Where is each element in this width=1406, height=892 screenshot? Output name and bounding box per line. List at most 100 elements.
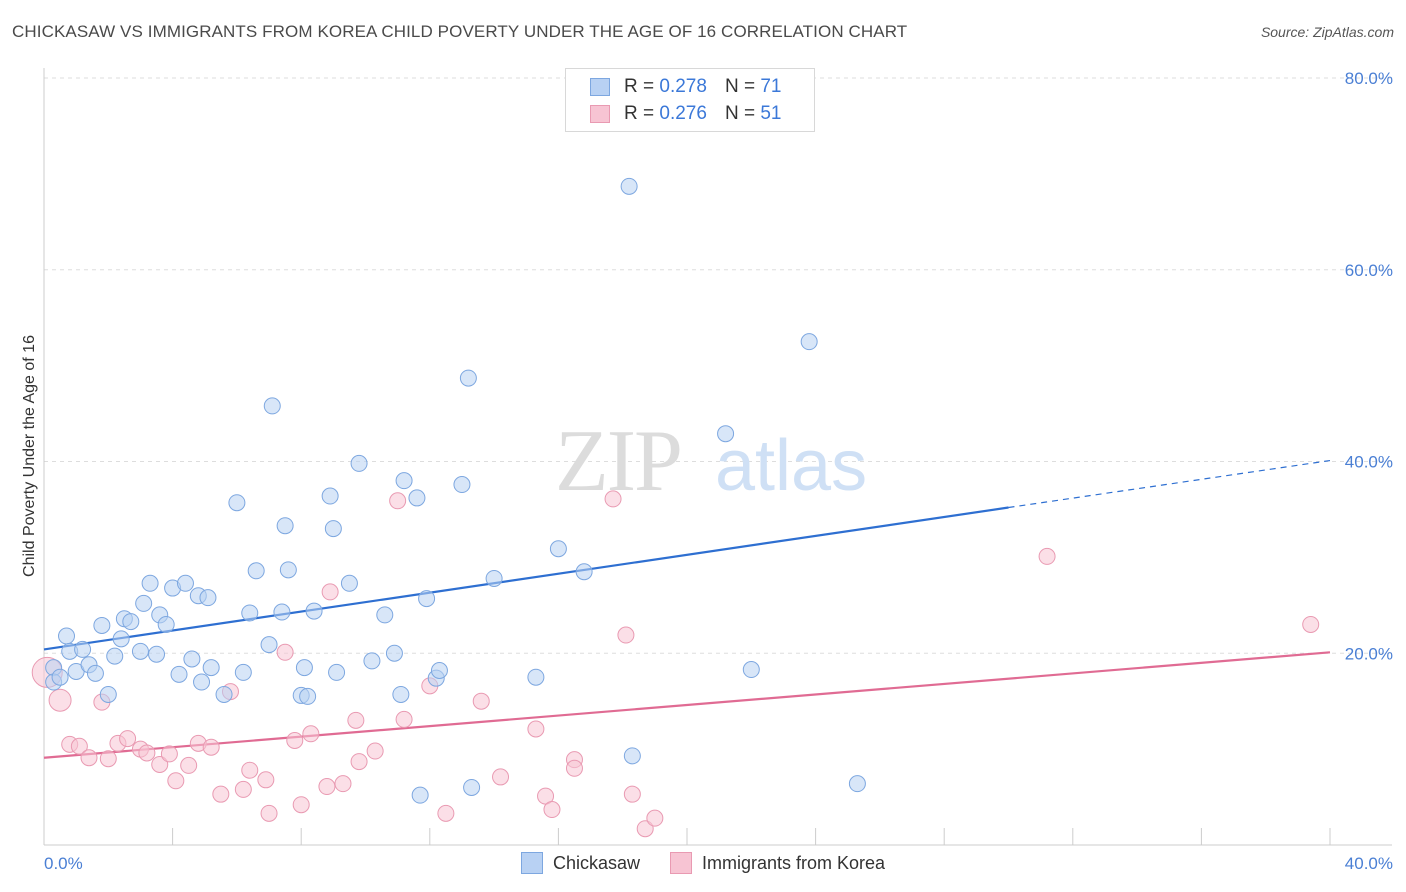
data-point-chickasaw: [363, 652, 381, 670]
data-point-chickasaw: [549, 540, 567, 558]
data-point-korea: [565, 759, 583, 777]
data-point-chickasaw: [74, 640, 92, 658]
data-point-chickasaw: [276, 517, 294, 535]
series-swatch-chickasaw: [520, 852, 543, 874]
series-legend-korea: Immigrants from Korea: [669, 852, 886, 874]
data-point-korea: [437, 804, 455, 822]
data-point-chickasaw: [183, 650, 201, 668]
data-point-korea: [80, 749, 98, 767]
data-point-korea: [366, 742, 384, 760]
data-point-korea: [604, 490, 622, 508]
data-point-korea: [260, 804, 278, 822]
data-point-chickasaw: [485, 569, 503, 587]
series-legend-label-chickasaw: Chickasaw: [552, 852, 640, 873]
data-point-korea: [1038, 547, 1056, 565]
data-point-chickasaw: [234, 663, 252, 681]
data-point-korea: [350, 753, 368, 771]
data-point-chickasaw: [453, 476, 471, 494]
data-point-chickasaw: [411, 786, 429, 804]
data-point-chickasaw: [324, 520, 342, 538]
data-point-korea: [212, 785, 230, 803]
data-point-chickasaw: [328, 663, 346, 681]
data-point-chickasaw: [305, 602, 323, 620]
data-point-chickasaw: [295, 659, 313, 677]
data-point-chickasaw: [193, 673, 211, 691]
legend-r-value-chickasaw: 0.278: [659, 76, 707, 97]
legend-n-label: N =: [724, 76, 756, 97]
data-point-korea: [180, 756, 198, 774]
data-point-korea: [257, 771, 275, 789]
data-point-chickasaw: [623, 747, 641, 765]
axes: [43, 68, 1392, 846]
data-point-korea: [617, 626, 635, 644]
data-point-chickasaw: [170, 665, 188, 683]
data-point-chickasaw: [58, 627, 76, 645]
trend-line-chickasaw: [43, 506, 1009, 651]
data-point-chickasaw: [717, 425, 735, 443]
data-point-korea: [543, 801, 561, 819]
data-point-korea: [276, 643, 294, 661]
data-point-korea: [321, 583, 339, 601]
data-point-korea: [1302, 615, 1320, 633]
data-point-korea: [241, 761, 259, 779]
x-tick-label: 40.0%: [1345, 854, 1393, 873]
data-point-chickasaw: [106, 647, 124, 665]
source-label: Source: ZipAtlas.com: [1260, 24, 1394, 40]
data-point-korea: [119, 730, 137, 748]
gridlines: [44, 77, 1392, 654]
data-point-chickasaw: [112, 630, 130, 648]
x-tick-label: 0.0%: [44, 854, 83, 873]
data-point-chickasaw: [463, 778, 481, 796]
data-point-chickasaw: [228, 494, 246, 512]
data-point-korea: [334, 775, 352, 793]
data-point-korea: [646, 809, 664, 827]
data-point-chickasaw: [148, 645, 166, 663]
data-point-chickasaw: [247, 562, 265, 580]
legend-n-value-chickasaw: 71: [760, 76, 782, 97]
data-point-korea: [302, 725, 320, 743]
data-point-chickasaw: [299, 687, 317, 705]
data-point-korea: [395, 710, 413, 728]
data-point-korea: [167, 772, 185, 790]
series-legend-label-korea: Immigrants from Korea: [701, 852, 886, 873]
legend-r-value-korea: 0.276: [659, 103, 707, 124]
data-point-chickasaw: [430, 662, 448, 680]
data-point-korea: [160, 745, 178, 763]
stats-legend: R = 0.278 N = 71 R = 0.276 N = 51: [565, 68, 815, 132]
data-point-chickasaw: [385, 644, 403, 662]
trend-line-korea: [43, 651, 1331, 759]
data-point-chickasaw: [527, 668, 545, 686]
data-point-chickasaw: [215, 685, 233, 703]
data-point-chickasaw: [418, 590, 436, 608]
data-point-korea: [636, 820, 654, 838]
data-point-korea: [48, 688, 72, 712]
data-point-chickasaw: [321, 487, 339, 505]
data-point-korea: [492, 768, 510, 786]
data-point-chickasaw: [157, 615, 175, 633]
data-point-chickasaw: [202, 659, 220, 677]
trend-line-chickasaw-extension: [1008, 459, 1331, 509]
data-point-chickasaw: [131, 642, 149, 660]
chart-title: CHICKASAW VS IMMIGRANTS FROM KOREA CHILD…: [12, 22, 908, 41]
data-point-korea: [99, 750, 117, 768]
data-point-korea: [151, 755, 169, 773]
data-point-chickasaw: [86, 664, 104, 682]
data-point-chickasaw: [279, 561, 297, 579]
watermark-atlas: atlas: [715, 426, 867, 506]
data-point-korea: [318, 778, 336, 796]
data-point-korea: [138, 744, 156, 762]
data-point-chickasaw: [199, 589, 217, 607]
data-point-chickasaw: [141, 574, 159, 592]
data-point-chickasaw: [395, 472, 413, 490]
y-tick-label: 80.0%: [1345, 69, 1393, 88]
series-swatch-korea: [669, 852, 692, 874]
data-point-chickasaw: [122, 613, 140, 631]
data-point-chickasaw: [263, 397, 281, 415]
data-point-chickasaw: [99, 685, 117, 703]
y-tick-label: 60.0%: [1345, 261, 1393, 280]
data-point-chickasaw: [376, 606, 394, 624]
y-tick-label: 20.0%: [1345, 644, 1393, 663]
data-point-chickasaw: [392, 685, 410, 703]
data-point-chickasaw: [742, 661, 760, 679]
